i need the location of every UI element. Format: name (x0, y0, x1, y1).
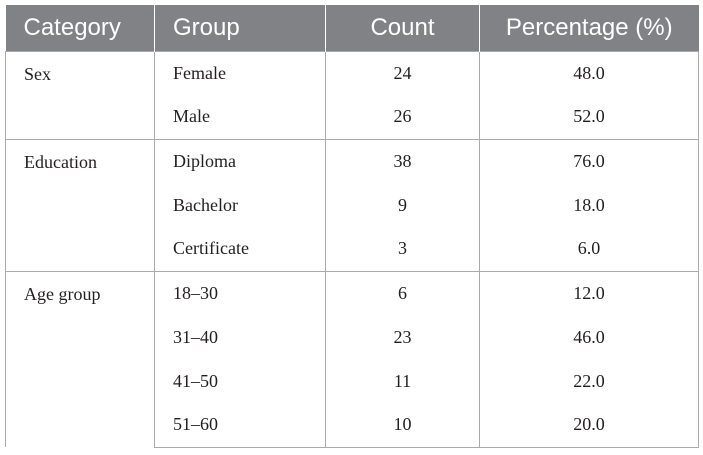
table-row: Age group 18–30 6 12.0 (5, 270, 699, 447)
group-cell: Diploma (154, 138, 326, 183)
count-cell: 6 (325, 270, 480, 315)
category-cell: Age group (5, 270, 155, 447)
group-cell: Male (154, 95, 326, 139)
count-cell: 11 (325, 359, 480, 403)
percentage-cell: 6.0 (479, 227, 699, 271)
group-cell: Bachelor (154, 183, 326, 227)
table-row: Male 26 52.0 (6, 95, 699, 139)
count-cell: 10 (325, 403, 480, 448)
count-cell: 9 (325, 183, 480, 227)
group-cell: 51–60 (154, 403, 326, 448)
header-category: Category (5, 5, 155, 51)
table-container: Category Group Count Percentage (%) Sex … (5, 5, 699, 448)
percentage-cell: 20.0 (479, 403, 699, 448)
count-cell: 24 (325, 50, 480, 95)
header-percentage: Percentage (%) (479, 5, 699, 51)
percentage-cell: 76.0 (479, 138, 699, 183)
group-cell: 41–50 (154, 359, 326, 403)
percentage-cell: 12.0 (479, 270, 699, 315)
category-cell: Sex (5, 50, 155, 139)
table-row: 41–50 11 22.0 (6, 359, 699, 403)
header-group: Group (154, 5, 326, 51)
group-cell: 31–40 (154, 315, 326, 359)
group-cell: Certificate (154, 227, 326, 271)
table-header: Category Group Count Percentage (%) (5, 5, 699, 51)
table-row: 51–60 10 20.0 (6, 403, 699, 448)
header-row: Category Group Count Percentage (%) (5, 5, 699, 51)
group-cell: 18–30 (154, 270, 326, 315)
percentage-cell: 52.0 (479, 95, 699, 139)
group-cell: Female (154, 50, 326, 95)
count-cell: 26 (325, 95, 480, 139)
percentage-cell: 48.0 (479, 50, 699, 95)
table-row: Certificate 3 6.0 (6, 227, 699, 271)
header-count: Count (325, 5, 480, 51)
table-row: Education Diploma 38 76.0 (5, 138, 699, 271)
percentage-cell: 18.0 (479, 183, 699, 227)
table-row: Bachelor 9 18.0 (6, 183, 699, 227)
table-body: Sex Female 24 48.0 Male 26 52.0 Educatio… (5, 50, 699, 448)
category-cell: Education (5, 138, 155, 271)
count-cell: 23 (325, 315, 480, 359)
count-cell: 38 (325, 138, 480, 183)
percentage-cell: 46.0 (479, 315, 699, 359)
percentage-cell: 22.0 (479, 359, 699, 403)
demographics-table: Category Group Count Percentage (%) Sex … (5, 5, 699, 448)
table-row: 31–40 23 46.0 (6, 315, 699, 359)
table-row: Sex Female 24 48.0 (5, 50, 699, 139)
count-cell: 3 (325, 227, 480, 271)
